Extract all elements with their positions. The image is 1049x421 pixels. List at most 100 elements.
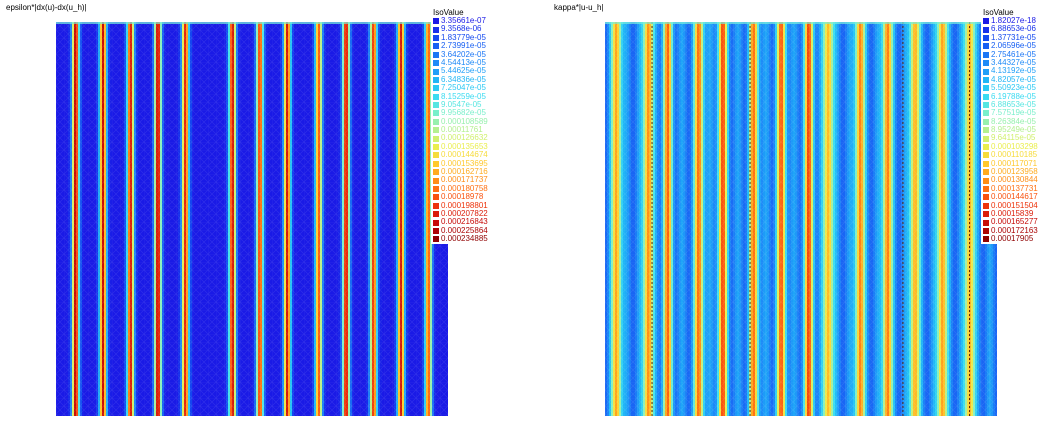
legend-swatch [433,118,439,125]
legend-value: 5.50923e-05 [991,83,1036,93]
legend-swatch [433,18,439,25]
legend-swatch [983,169,989,176]
legend-value: 1.82027e-18 [991,16,1036,25]
legend-swatch [433,60,439,67]
legend-entry: 3.44327e-05 [981,58,1049,67]
legend-value: 0.00011761 [441,125,483,135]
legend-entry: 9.95682e-05 [431,108,503,117]
legend-entry: 0.000151504 [981,201,1049,210]
legend-value: 8.95249e-05 [991,125,1036,135]
legend-entry: 0.000207822 [431,208,503,218]
legend-value: 0.000171737 [441,175,488,185]
legend-swatch [983,93,989,100]
legend-entry: 6.19788e-05 [981,92,1049,101]
legend-entry: 0.000126632 [431,134,503,142]
legend-entry: 0.000162716 [431,167,503,176]
legend-swatch [433,160,439,167]
legend-swatch [983,152,989,159]
legend-value: 0.000110185 [991,150,1038,160]
legend-entry: 8.15259e-05 [431,91,503,101]
left-legend-title: IsoValue [433,8,464,17]
legend-swatch [983,26,989,33]
mesh-overlay [56,22,448,416]
legend-swatch [433,102,439,109]
legend-swatch [433,85,439,92]
legend-value: 0.000172163 [991,225,1038,235]
legend-entry: 5.44625e-05 [431,66,503,76]
legend-value: 0.000234885 [441,234,488,244]
legend-entry: 0.000137731 [981,184,1049,193]
legend-swatch [983,76,989,83]
legend-value: 0.000207822 [441,208,488,218]
legend-value: 2.73991e-05 [441,41,486,51]
legend-swatch [983,68,989,75]
legend-value: 5.44625e-05 [441,66,486,76]
legend-value: 2.06596e-05 [991,41,1036,51]
legend-entry: 7.25047e-05 [431,83,503,93]
legend-entry: 9.0547e-05 [431,99,503,109]
legend-swatch [983,85,989,92]
mesh-overlay [605,22,997,416]
legend-entry: 2.75461e-05 [981,49,1049,59]
right-heatmap [605,22,997,416]
legend-value: 0.000165277 [991,217,1038,227]
legend-swatch [433,211,439,218]
legend-entry: 0.00015839 [981,209,1049,218]
legend-value: 0.000198801 [441,200,488,210]
legend-value: 4.13192e-05 [991,66,1036,76]
legend-swatch [433,135,439,142]
legend-entry: 0.00011761 [431,125,503,135]
right-legend-title: IsoValue [983,8,1014,17]
legend-value: 0.000180758 [441,183,488,193]
legend-value: 2.75461e-05 [991,49,1036,59]
legend-entry: 0.000216843 [431,217,503,226]
legend-swatch [433,51,439,58]
legend-swatch [983,160,989,167]
legend-entry: 5.50923e-05 [981,83,1049,93]
left-plot-title: epsilon*|dx(u)-dx(u_h)| [6,3,87,12]
legend-entry: 3.35661e-07 [431,16,503,25]
legend-swatch [983,60,989,67]
legend-entry: 2.73991e-05 [431,41,503,51]
legend-swatch [433,26,439,33]
legend-entry: 1.37731e-05 [981,33,1049,42]
legend-swatch [983,144,989,151]
legend-entry: 0.000165277 [981,217,1049,227]
legend-entry: 0.000144674 [431,150,503,160]
legend-value: 4.54413e-05 [441,57,486,67]
legend-swatch [983,118,989,125]
legend-value: 0.00018978 [441,192,484,202]
legend-value: 0.000144674 [441,150,488,160]
legend-entry: 0.000153695 [431,159,503,168]
legend-entry: 0.00017905 [981,234,1049,243]
legend-value: 0.000135653 [441,141,488,151]
legend-entry: 0.000172163 [981,225,1049,235]
legend-entry: 0.000234885 [431,234,503,244]
legend-entry: 6.88653e-06 [981,24,1049,34]
legend-swatch [433,186,439,192]
right-plot-title: kappa*|u-u_h| [554,3,604,12]
legend-entry: 9.3568e-06 [431,24,503,33]
legend-entry: 9.64115e-05 [981,134,1049,142]
legend-entry: 0.000144617 [981,192,1049,201]
legend-value: 6.34836e-05 [441,74,486,84]
legend-swatch [433,144,439,151]
legend-swatch [433,236,439,243]
boundary-edge [605,22,997,24]
legend-value: 9.0547e-05 [441,99,482,109]
legend-entry: 0.000180758 [431,183,503,193]
legend-value: 6.88653e-06 [991,24,1036,34]
legend-entry: 0.000130844 [981,176,1049,184]
legend-value: 9.64115e-05 [991,133,1036,143]
legend-value: 8.15259e-05 [441,91,486,101]
legend-entry: 3.64202e-05 [431,50,503,59]
legend-swatch [433,110,439,117]
legend-value: 7.25047e-05 [441,83,486,93]
legend-swatch [983,177,989,184]
legend-swatch [983,127,989,134]
legend-swatch [433,202,439,209]
legend-entry: 0.000135653 [431,141,503,151]
legend-entry: 1.83779e-05 [431,33,503,42]
legend-swatch [983,236,989,243]
legend-entry: 4.82057e-05 [981,75,1049,84]
